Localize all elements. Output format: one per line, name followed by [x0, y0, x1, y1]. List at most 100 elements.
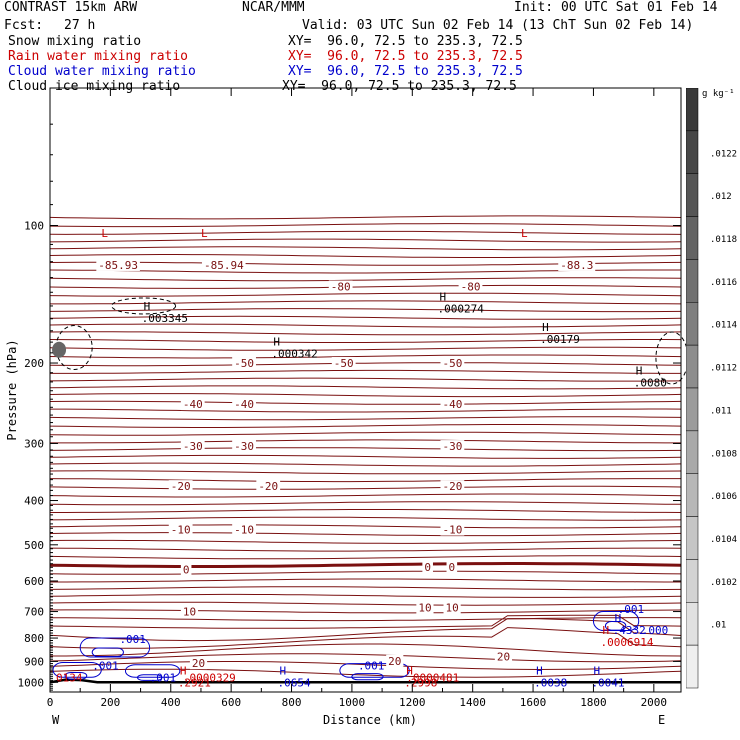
x-tick-label: 2000: [641, 696, 668, 709]
label-bg: [256, 480, 281, 493]
isotherm-line: [49, 431, 682, 436]
extremum-mark: L: [521, 227, 528, 240]
label-bg: [443, 601, 461, 614]
y-tick-label: 100: [24, 220, 44, 233]
isotherm-line: [49, 362, 682, 367]
isotherm-line: [49, 277, 682, 282]
extremum-mark: H: [536, 665, 543, 678]
temperature-label: -20: [258, 480, 278, 493]
isotherm-line: [50, 408, 682, 413]
y-axis-title: Pressure (hPa): [5, 339, 19, 440]
isotherm-line: [49, 400, 682, 405]
isotherm-line: [49, 284, 682, 289]
extremum-value: .003345: [142, 312, 188, 325]
isotherm-line: [49, 447, 682, 452]
temperature-label: -30: [442, 440, 462, 453]
label-bg: [168, 523, 193, 536]
colorbar-label: .0114: [710, 321, 737, 331]
label-bg: [232, 357, 256, 370]
x-tick-label: 1400: [459, 696, 486, 709]
extremum-value: .2921: [178, 677, 211, 690]
label-bg: [386, 654, 404, 667]
cloud-contour: [339, 663, 410, 678]
y-tick-label: 500: [24, 539, 44, 552]
temperature-label: 10: [183, 606, 196, 619]
isotherm-line: [49, 668, 682, 678]
extremum-value: .00179: [540, 333, 580, 346]
x-tick-label: 1200: [399, 696, 426, 709]
temperature-label: 10: [446, 602, 459, 615]
extremum-mark: H: [406, 665, 413, 678]
isotherm-line: [49, 331, 682, 336]
isotherm-line: [49, 323, 682, 328]
extremum-value: .0041: [591, 677, 624, 690]
ice-contour: [111, 297, 177, 315]
y-tick-label: 200: [24, 357, 44, 370]
colorbar-swatch: [685, 559, 699, 603]
extremum-value: .0006914: [601, 636, 654, 649]
isotherm-line: [49, 661, 682, 671]
isotherm-line: [49, 308, 682, 313]
temperature-label: -80: [461, 281, 481, 294]
colorbar-swatch: [685, 173, 699, 217]
isotherm-line: [49, 315, 682, 320]
label-bg: [331, 357, 356, 370]
isotherm-line: [49, 516, 682, 521]
temperature-label: 0: [424, 561, 431, 574]
cloud-contour-label: .001: [92, 659, 119, 672]
temperature-label: -40: [234, 398, 254, 411]
cloud-contour-inner: [351, 673, 384, 681]
colorbar-swatch: [685, 259, 699, 303]
x-tick-label: 200: [100, 696, 120, 709]
temperature-label: -30: [183, 440, 203, 453]
extremum-mark: H: [615, 612, 622, 625]
temperature-label: -40: [442, 398, 462, 411]
isotherm-line: [49, 627, 682, 649]
isotherm-line: [49, 618, 682, 642]
label-bg: [232, 398, 256, 411]
extremum-value: .000342: [271, 347, 317, 360]
temperature-label: 20: [497, 651, 510, 664]
colorbar-swatch: [685, 387, 699, 432]
isotherm-line: [50, 439, 681, 444]
label-bg: [180, 440, 205, 453]
isotherm-line: [49, 570, 682, 575]
colorbar-label: .0118: [710, 235, 737, 245]
extremum-value: .0654: [277, 677, 310, 690]
extremum-value: .4332: [613, 624, 646, 637]
colorbar-swatch: [685, 130, 699, 174]
field-rain-label: Rain water mixing ratio: [8, 49, 189, 64]
temperature-label: 20: [388, 655, 401, 668]
extremum-mark: H: [439, 291, 446, 304]
isotherm-line: [50, 300, 682, 305]
contour-labels: -85.93 -85.94 -88.3 -80 -80 -50 -50 -50 -40 -40 -4…: [56, 227, 668, 690]
temperature-label: 20: [192, 657, 205, 670]
label-bg: [422, 560, 433, 573]
extremum-value: 0134: [56, 671, 83, 684]
colorbar-swatch: [685, 473, 699, 517]
colorbar-swatch: [685, 216, 699, 260]
temperature-contours: [49, 215, 682, 684]
y-tick-label: 300: [24, 437, 44, 450]
field-cloud-water-label: Cloud water mixing ratio: [8, 64, 196, 79]
label-bg: [189, 657, 208, 670]
label-bg: [201, 258, 246, 271]
colorbar-swatch: [685, 344, 699, 389]
colorbar-label: .0122: [710, 149, 737, 159]
isotherm-line: [49, 393, 682, 398]
isotherm-line: [49, 416, 682, 421]
temperature-label: -20: [171, 480, 191, 493]
cross-section-chart: -85.93 -85.94 -88.3 -80 -80 -50 -50 -50 -40 -40 -4…: [5, 87, 686, 727]
west-end-label: W: [52, 713, 60, 727]
temperature-label: -10: [171, 524, 191, 537]
isotherm-line: [50, 369, 681, 374]
colorbar-swatch: [685, 302, 699, 346]
label-bg: [440, 440, 465, 453]
extremum-mark: H: [542, 321, 549, 334]
isotherm-line: [49, 593, 682, 598]
isotherm-line: [49, 354, 682, 359]
isotherm-line: [49, 454, 682, 459]
cloud-contour-label: .001: [150, 671, 177, 684]
isotherm-line: [50, 643, 682, 657]
label-bg: [232, 523, 256, 536]
